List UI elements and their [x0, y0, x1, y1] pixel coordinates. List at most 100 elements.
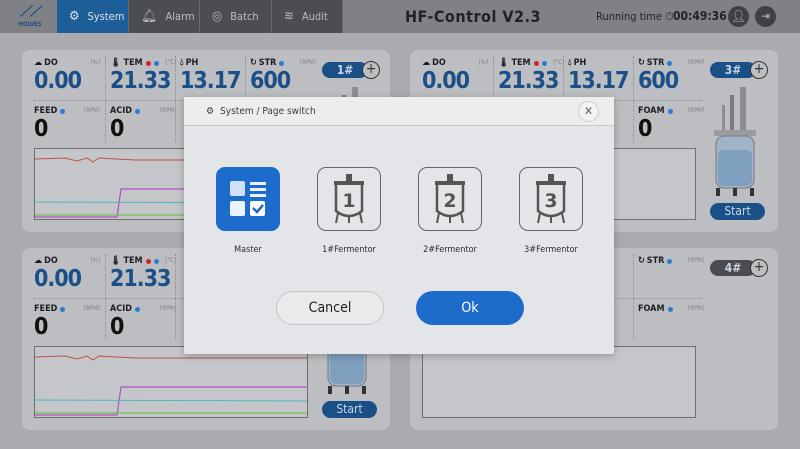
metric-label: ACID [110, 304, 180, 314]
fermentor-1-icon: 1 [334, 174, 364, 224]
trend-lines [34, 355, 308, 416]
page-switch-dialog: ⚙ System / Page switch ✕ Master 1 1#Ferme… [184, 97, 614, 354]
metric-unit: [RPM] [300, 59, 316, 66]
fermentor-id-badge[interactable]: 4# [710, 260, 756, 276]
option-tile[interactable]: 2 [418, 167, 482, 231]
metric-label: ☁︎ DO [34, 58, 104, 68]
metric-tem[interactable]: 🌡︎ TEM [°C] 21.33 [498, 58, 568, 94]
trend-chart [34, 346, 308, 418]
metric-value: 0.00 [422, 68, 470, 94]
metric-value: 0 [34, 314, 48, 340]
metric-label: 🌡︎ TEM [110, 58, 180, 68]
drop-icon: 💧︎ [568, 58, 572, 68]
logout-button[interactable]: ⇥ [755, 6, 776, 27]
metric-name: FEED [34, 106, 58, 116]
ok-button[interactable]: Ok [416, 291, 524, 325]
thermometer-icon: 🌡︎ [498, 58, 510, 68]
svg-text:1: 1 [342, 190, 355, 212]
metric-unit: [%] [90, 257, 100, 264]
metric-acid[interactable]: ACID [RPM] 0 [110, 106, 180, 142]
tab-label: System [87, 10, 125, 23]
app-title: HF-Control V2.3 [405, 7, 542, 26]
metric-name: STR [646, 256, 665, 266]
dialog-title: System / Page switch [220, 105, 316, 117]
holves-logo: ⟋⟋ HOLVES [10, 3, 50, 31]
fermentor-id-badge[interactable]: 1# [322, 62, 368, 78]
metric-unit: [°C] [165, 257, 176, 264]
metric-ph[interactable]: 💧︎ PH 13.17 [180, 58, 250, 94]
divider [175, 56, 176, 142]
metric-feed[interactable]: FEED [RPM] 0 [34, 106, 104, 142]
option-tile[interactable]: 1 [317, 167, 381, 231]
metric-do[interactable]: ☁︎ DO [%] 0.00 [34, 256, 104, 292]
metric-name: FEED [34, 304, 58, 314]
metric-tem[interactable]: 🌡︎ TEM [°C] 21.33 [110, 58, 180, 94]
option-tile[interactable] [216, 167, 280, 231]
status-dot [667, 258, 673, 264]
add-button[interactable]: + [362, 61, 380, 79]
metric-unit: [%] [478, 59, 488, 66]
fermentor-3-icon: 3 [536, 174, 566, 224]
user-icon: 👤︎ [730, 9, 747, 23]
metric-tem[interactable]: 🌡︎ TEM [°C] 21.33 [110, 256, 180, 292]
metric-unit: [RPM] [688, 257, 704, 264]
metric-ph[interactable]: 💧︎ PH 13.17 [568, 58, 638, 94]
metric-name: FOAM [638, 304, 665, 314]
metric-unit: [RPM] [160, 305, 176, 312]
metric-label: ↻ STR [250, 58, 320, 68]
metric-name: STR [258, 58, 277, 68]
metric-value: 0 [638, 116, 652, 142]
page-option-3-fermentor[interactable]: 3 3#Fermentor [519, 167, 583, 255]
metric-value: 600 [638, 68, 679, 94]
metric-foam[interactable]: FOAM [RPM] [638, 304, 708, 314]
page-option-1-fermentor[interactable]: 1 1#Fermentor [317, 167, 381, 255]
metric-name: PH [185, 58, 199, 68]
metric-name: FOAM [638, 106, 665, 116]
metric-do[interactable]: ☁︎ DO [%] 0.00 [34, 58, 104, 94]
option-tile[interactable]: 3 [519, 167, 583, 231]
add-button[interactable]: + [750, 61, 768, 79]
metric-label: ↻ STR [638, 58, 708, 68]
metric-label: 🌡︎ TEM [498, 58, 568, 68]
close-button[interactable]: ✕ [578, 101, 599, 122]
page-option-2-fermentor[interactable]: 2 2#Fermentor [418, 167, 482, 255]
tab-batch[interactable]: ◎ Batch [200, 0, 272, 33]
metric-foam[interactable]: FOAM [RPM] 0 [638, 106, 708, 142]
start-button[interactable]: Start [710, 203, 765, 220]
status-dot [153, 258, 159, 264]
metric-feed[interactable]: FEED [RPM] 0 [34, 304, 104, 340]
add-button[interactable]: + [750, 259, 768, 277]
plus-icon: + [365, 61, 377, 77]
metric-label: ☁︎ DO [34, 256, 104, 266]
metric-unit: [RPM] [160, 107, 176, 114]
metric-value: 0.00 [34, 68, 82, 94]
metric-str[interactable]: ↻ STR [RPM] 600 [638, 58, 708, 94]
metric-do[interactable]: ☁︎ DO [%] 0.00 [422, 58, 492, 94]
running-time-text: Running time [596, 10, 663, 23]
metric-label: 🌡︎ TEM [110, 256, 180, 266]
cancel-button[interactable]: Cancel [276, 291, 384, 325]
running-time-value: 00:49:36 [673, 9, 727, 23]
tab-system[interactable]: ⚙ System [57, 0, 129, 33]
metric-str[interactable]: ↻ STR [RPM] [638, 256, 708, 266]
tab-audit[interactable]: ≋ Audit [272, 0, 343, 33]
refresh-icon: ↻ [638, 256, 645, 266]
start-button[interactable]: Start [322, 401, 377, 418]
timer-icon: ⏱ [665, 10, 674, 23]
metric-unit: [RPM] [688, 305, 704, 312]
fermentor-id-badge[interactable]: 3# [710, 62, 756, 78]
metric-acid[interactable]: ACID [RPM] 0 [110, 304, 180, 340]
svg-text:2: 2 [443, 190, 456, 212]
divider [105, 254, 106, 340]
plus-icon: + [753, 61, 765, 77]
status-dot [60, 306, 66, 312]
trend-line-cyan [34, 399, 308, 402]
metric-unit: [°C] [553, 59, 564, 66]
metric-str[interactable]: ↻ STR [RPM] 600 [250, 58, 320, 94]
metric-label: ↻ STR [638, 256, 708, 266]
user-button[interactable]: 👤︎ [728, 6, 749, 27]
top-bar: ⟋⟋ HOLVES ⚙ System 🔔︎ Alarm ◎ Batch ≋ Audit H… [0, 0, 800, 33]
metric-name: ACID [110, 106, 132, 116]
page-option-master[interactable]: Master [216, 167, 280, 255]
tab-alarm[interactable]: 🔔︎ Alarm [129, 0, 200, 33]
